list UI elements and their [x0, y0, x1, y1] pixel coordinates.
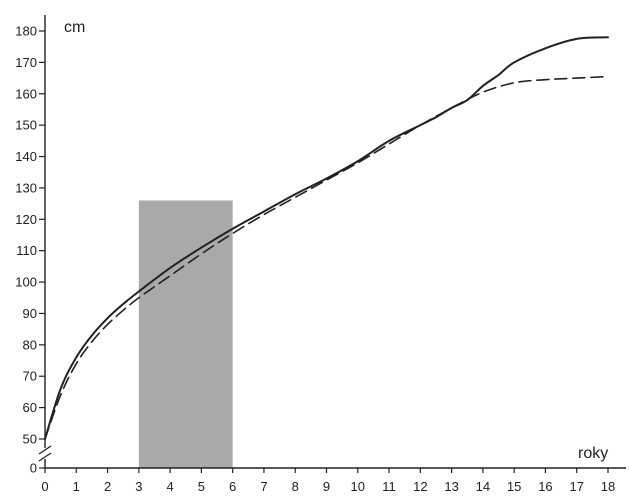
highlight-band: [138, 200, 233, 468]
y-tick-label: 150: [15, 118, 37, 133]
x-tick-label: 18: [601, 479, 615, 494]
y-tick-label: 80: [23, 337, 37, 352]
x-tick-label: 15: [507, 479, 521, 494]
y-tick-label: 90: [23, 306, 37, 321]
x-tick-label: 8: [292, 479, 299, 494]
y-tick-label: 100: [15, 275, 37, 290]
x-tick-label: 13: [444, 479, 458, 494]
x-tick-label: 0: [41, 479, 48, 494]
x-tick-label: 7: [260, 479, 267, 494]
y-tick-label: 70: [23, 369, 37, 384]
x-tick-label: 6: [229, 479, 236, 494]
series-line-solid: [44, 36, 609, 440]
axis-break-mark: [38, 445, 52, 455]
x-tick-label: 11: [382, 479, 396, 494]
x-tick-label: 16: [538, 479, 552, 494]
y-tick-label: 160: [15, 86, 37, 101]
x-axis-title: roky: [578, 445, 608, 462]
y-tick-label: 170: [15, 55, 37, 70]
x-tick-label: 10: [351, 479, 365, 494]
x-tick-label: 12: [413, 479, 427, 494]
y-tick-label: 130: [15, 180, 37, 195]
x-tick-label: 3: [135, 479, 142, 494]
x-tick-label: 14: [476, 479, 490, 494]
y-tick-label: 140: [15, 149, 37, 164]
y-tick-label: 180: [15, 24, 37, 39]
x-tick-label: 4: [166, 479, 173, 494]
x-tick-label: 1: [73, 479, 80, 494]
axis-break-mark: [38, 452, 52, 462]
x-tick-label: 17: [569, 479, 583, 494]
series-line-dashed: [44, 75, 609, 440]
y-axis-title: cm: [64, 19, 85, 36]
y-tick-label: 0: [30, 461, 37, 476]
x-tick-label: 5: [198, 479, 205, 494]
y-tick-label: 50: [23, 432, 37, 447]
x-tick-label: 2: [104, 479, 111, 494]
y-tick-label: 110: [16, 243, 37, 258]
x-tick-label: 9: [323, 479, 330, 494]
y-tick-label: 120: [15, 212, 37, 227]
y-tick-label: 60: [23, 400, 37, 415]
